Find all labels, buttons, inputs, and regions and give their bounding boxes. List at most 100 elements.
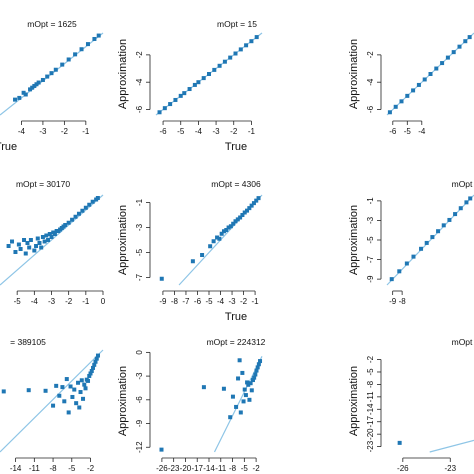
- data-point: [21, 90, 26, 95]
- data-point: [79, 378, 84, 383]
- y-tick-label: -6: [366, 105, 375, 113]
- data-point: [249, 203, 254, 208]
- x-tick-label: -3: [213, 127, 221, 136]
- data-point: [424, 240, 429, 245]
- data-point: [208, 244, 213, 249]
- data-point: [86, 378, 91, 383]
- data-point: [88, 371, 93, 376]
- data-point: [200, 253, 205, 257]
- panel-4: -5 -4 -3 -2 -1 0 mOpt = 30170: [0, 179, 106, 306]
- data-point: [72, 387, 77, 392]
- data-point: [419, 246, 424, 251]
- x-tick-label: -8: [399, 297, 407, 306]
- y-axis-label: Approximation: [348, 39, 360, 109]
- panel-title: mOpt: [452, 337, 473, 347]
- panel-title: mOpt = 224312: [207, 337, 266, 347]
- data-point: [87, 202, 92, 207]
- y-tick-label: -6: [135, 396, 144, 404]
- y-axis-label: Approximation: [348, 366, 360, 436]
- data-point: [463, 39, 468, 44]
- data-point: [234, 404, 239, 409]
- data-point: [240, 370, 245, 375]
- data-point: [404, 261, 409, 266]
- data-point: [47, 232, 52, 236]
- data-point: [254, 368, 259, 373]
- y-tick-label: -14: [366, 403, 375, 415]
- data-point: [212, 67, 217, 72]
- data-point: [222, 59, 227, 64]
- data-point: [91, 365, 96, 370]
- x-tick-label: -4: [31, 297, 39, 306]
- data-point: [77, 405, 82, 410]
- data-point: [53, 67, 58, 72]
- y-tick-label: -17: [366, 415, 375, 427]
- data-point: [73, 214, 78, 219]
- y-tick-label: -7: [366, 255, 375, 263]
- y-tick-label: -5: [366, 368, 375, 376]
- data-point: [173, 97, 178, 102]
- y-tick-label: -1: [135, 198, 144, 206]
- data-point: [66, 57, 71, 62]
- data-point: [228, 55, 233, 60]
- x-tick-label: -3: [228, 297, 236, 306]
- data-point: [217, 63, 222, 68]
- data-point: [13, 97, 18, 102]
- data-point: [235, 217, 240, 222]
- data-point: [96, 33, 101, 38]
- data-point: [92, 362, 97, 367]
- data-point: [28, 87, 33, 92]
- data-point: [411, 254, 416, 259]
- data-point: [440, 61, 445, 66]
- data-point: [64, 377, 69, 382]
- data-point: [32, 248, 37, 253]
- panel-3: -6 -5 -4 -6 -4 -2 Approximation: [348, 32, 474, 136]
- x-tick-label: -2: [61, 127, 69, 136]
- data-point: [217, 236, 222, 241]
- x-tick-label: -5: [404, 127, 412, 136]
- data-point: [441, 223, 446, 228]
- data-point: [245, 380, 250, 385]
- data-point: [168, 102, 173, 107]
- y-tick-label: -23: [366, 440, 375, 452]
- panel-title: mOpt = 1625: [27, 19, 77, 29]
- data-point: [201, 76, 206, 81]
- data-point: [159, 447, 164, 452]
- data-point: [89, 369, 94, 374]
- y-tick-label: -1: [366, 197, 375, 205]
- data-point: [250, 378, 255, 383]
- data-point: [249, 39, 254, 44]
- y-tick-label: -20: [366, 428, 375, 440]
- data-point: [246, 382, 251, 387]
- reference-line: [213, 356, 263, 453]
- data-point: [231, 221, 236, 226]
- data-point: [44, 233, 49, 238]
- x-tick-label: -1: [82, 297, 90, 306]
- y-axis-label: Approximation: [117, 366, 129, 436]
- data-point: [422, 77, 427, 82]
- panel-7: -14 -11 -8 -5 -2 = 389105: [0, 337, 104, 473]
- data-point: [397, 440, 402, 445]
- data-point: [458, 206, 463, 211]
- data-point: [464, 200, 469, 205]
- data-point: [81, 396, 86, 401]
- data-point: [254, 198, 259, 203]
- x-tick-label: -7: [182, 297, 190, 306]
- data-point: [428, 72, 433, 76]
- data-point: [451, 50, 456, 55]
- panel-title: mOpt = 4306: [211, 179, 261, 189]
- data-point: [221, 386, 226, 391]
- data-point: [66, 410, 71, 415]
- x-tick-label: -17: [191, 464, 203, 473]
- y-tick-label: -4: [366, 78, 375, 86]
- x-tick-label: -26: [156, 464, 168, 473]
- y-tick-label: -4: [135, 78, 144, 86]
- data-point: [247, 206, 252, 211]
- data-point: [416, 82, 421, 87]
- data-point: [63, 223, 68, 227]
- x-tick-label: -14: [203, 464, 215, 473]
- data-point: [252, 375, 257, 380]
- x-tick-label: -5: [68, 464, 76, 473]
- data-point: [35, 236, 40, 241]
- data-point: [182, 91, 187, 96]
